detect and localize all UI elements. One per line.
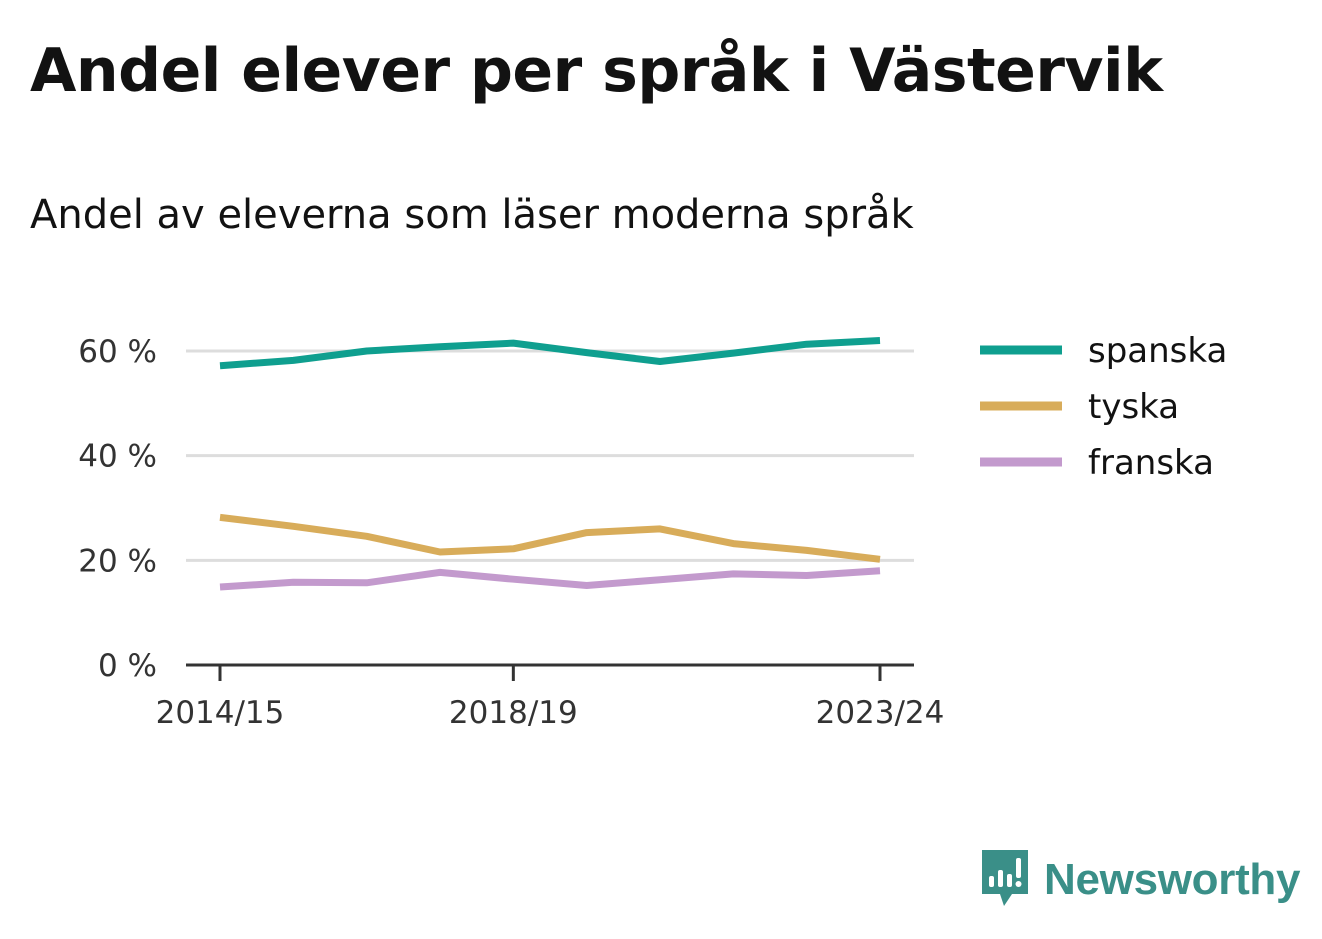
chart-title: Andel elever per språk i Västervik xyxy=(30,36,1163,106)
y-tick-label: 60 % xyxy=(78,334,157,370)
legend-label-franska: franska xyxy=(1088,443,1214,483)
newsworthy-logo-icon xyxy=(980,848,1030,912)
y-tick-label: 0 % xyxy=(98,648,157,684)
brand-logo: Newsworthy xyxy=(980,848,1300,912)
series-lines xyxy=(219,337,881,591)
series-line-franska xyxy=(219,567,881,591)
series-line-tyska xyxy=(219,513,881,563)
legend-label-tyska: tyska xyxy=(1088,387,1179,427)
x-tick-label: 2014/15 xyxy=(156,695,285,731)
chart-subtitle: Andel av eleverna som läser moderna språ… xyxy=(30,192,914,238)
legend: spanska tyska franska xyxy=(980,331,1227,483)
x-tick-label: 2023/24 xyxy=(816,695,945,731)
brand-name: Newsworthy xyxy=(1044,855,1301,904)
x-axis xyxy=(186,663,914,681)
legend-label-spanska: spanska xyxy=(1088,331,1227,371)
series-line-spanska xyxy=(219,337,881,370)
x-axis-labels: 2014/15 2018/19 2023/24 xyxy=(156,695,945,731)
y-tick-label: 20 % xyxy=(78,543,157,579)
x-tick-label: 2018/19 xyxy=(449,695,578,731)
y-tick-label: 40 % xyxy=(78,439,157,475)
y-axis-labels: 0 % 20 % 40 % 60 % xyxy=(78,334,157,684)
